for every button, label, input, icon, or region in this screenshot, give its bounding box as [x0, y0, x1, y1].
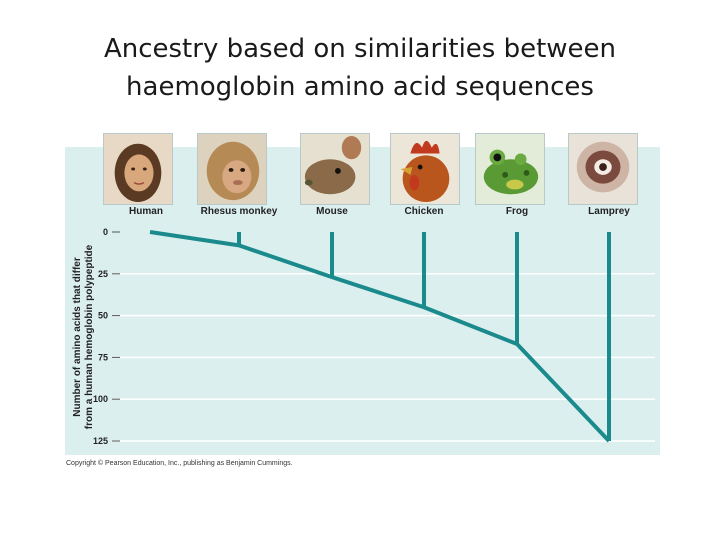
y-tick-layer: 0 25 50 75 100 125 — [93, 227, 120, 446]
slide-title: Ancestry based on similarities between h… — [0, 30, 720, 106]
y-tick-label: 25 — [98, 269, 108, 279]
title-line-1: Ancestry based on similarities between — [103, 34, 617, 64]
x-tick-label: Rhesus monkey — [200, 206, 278, 217]
copyright-notice: Copyright © Pearson Education, Inc., pub… — [66, 460, 293, 467]
y-tick-label: 100 — [93, 394, 108, 404]
chicken-portrait-icon — [390, 133, 460, 205]
lineage-line — [149, 230, 611, 443]
x-tick-label: Lamprey — [588, 206, 630, 217]
title-line-2: haemoglobin amino acid sequences — [126, 72, 594, 102]
series-layer — [149, 230, 611, 443]
grid-layer — [112, 273, 655, 442]
x-tick-label: Frog — [505, 206, 529, 217]
y-tick-label: 125 — [93, 436, 108, 446]
frog-portrait-icon — [475, 133, 545, 205]
lamprey-portrait-icon — [568, 133, 638, 205]
rhesus-monkey-portrait-icon — [197, 133, 267, 205]
mouse-portrait-icon — [300, 133, 370, 205]
y-axis-label-line-1: Number of amino acids that differ — [72, 257, 83, 417]
x-tick-label: Chicken — [404, 206, 444, 217]
y-axis-label-line-2: from a human hemoglobin polypeptide — [84, 244, 95, 429]
y-tick-label: 0 — [103, 227, 108, 237]
human-portrait-icon — [103, 133, 173, 205]
x-tick-label: Mouse — [316, 206, 348, 217]
y-tick-label: 50 — [98, 311, 108, 321]
x-tick-label: Human — [129, 206, 163, 217]
y-axis-label: Number of amino acids that differ from a… — [72, 244, 95, 429]
y-tick-label: 75 — [98, 352, 108, 362]
